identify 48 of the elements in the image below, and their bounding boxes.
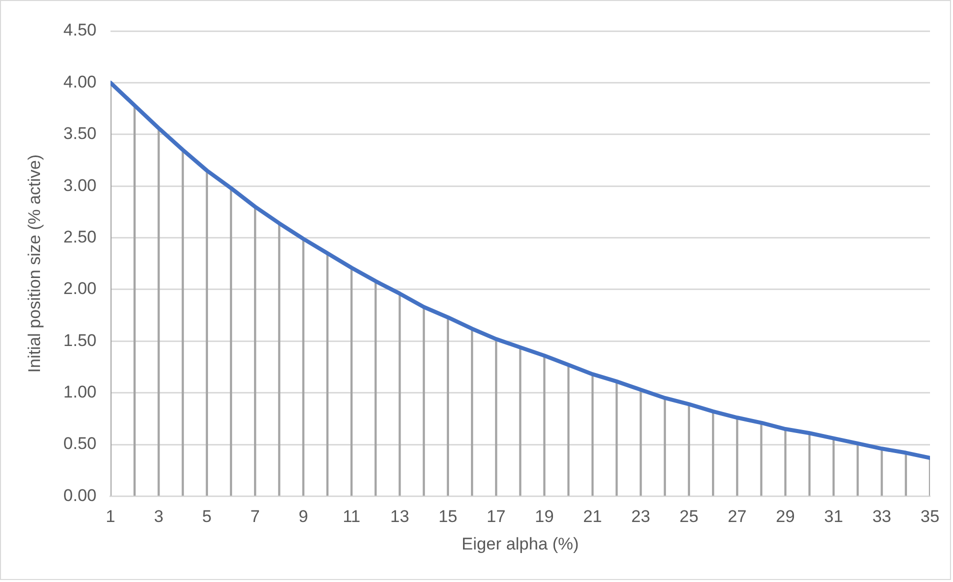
y-tick-label: 4.50	[63, 20, 96, 40]
x-tick-label: 33	[872, 507, 892, 526]
x-tick-label: 35	[920, 507, 940, 526]
y-tick-label: 0.00	[63, 486, 96, 505]
bar	[446, 317, 450, 496]
x-tick-label: 5	[202, 507, 212, 526]
y-tick-label: 1.00	[63, 382, 96, 402]
bar	[422, 306, 425, 496]
x-tick-label: 11	[342, 507, 360, 526]
bar	[206, 170, 208, 496]
bar	[134, 105, 136, 496]
x-tick-label: 21	[583, 507, 602, 526]
y-tick-label: 2.00	[63, 279, 96, 298]
x-tick-label: 17	[486, 507, 506, 526]
x-tick-label: 15	[438, 507, 458, 526]
bar	[398, 293, 401, 496]
x-tick-label: 31	[824, 507, 844, 526]
bar	[664, 398, 666, 496]
y-tick-label: 4.00	[63, 72, 96, 92]
bar	[784, 428, 786, 496]
bar	[495, 338, 498, 496]
x-tick-label: 29	[776, 507, 795, 526]
x-tick-label: 13	[390, 507, 410, 526]
bar	[230, 188, 232, 496]
y-tick-label: 3.50	[63, 124, 96, 144]
x-tick-label: 19	[534, 507, 554, 526]
x-tick-label: 9	[298, 507, 308, 526]
bar	[616, 381, 618, 496]
x-tick-label: 3	[154, 507, 164, 526]
x-tick-label: 27	[728, 507, 747, 526]
x-tick-label: 25	[680, 507, 698, 526]
y-tick-label: 2.50	[63, 227, 96, 246]
y-tick-label: 3.00	[63, 176, 96, 195]
bar	[158, 128, 160, 496]
y-tick-label: 0.50	[63, 434, 96, 454]
y-tick-label: 1.50	[63, 330, 96, 350]
bar	[856, 443, 859, 496]
bar	[519, 347, 522, 496]
x-tick-label: 7	[250, 507, 260, 526]
x-tick-label: 1	[106, 507, 116, 526]
x-axis-title: Eiger alpha (%)	[462, 534, 579, 554]
x-tick-label: 23	[631, 507, 650, 526]
y-axis-title: Initial position size (% active)	[24, 154, 44, 373]
bar	[182, 150, 184, 496]
bar	[543, 355, 546, 496]
bar	[712, 411, 714, 496]
bar	[567, 364, 570, 496]
bar	[374, 280, 377, 496]
